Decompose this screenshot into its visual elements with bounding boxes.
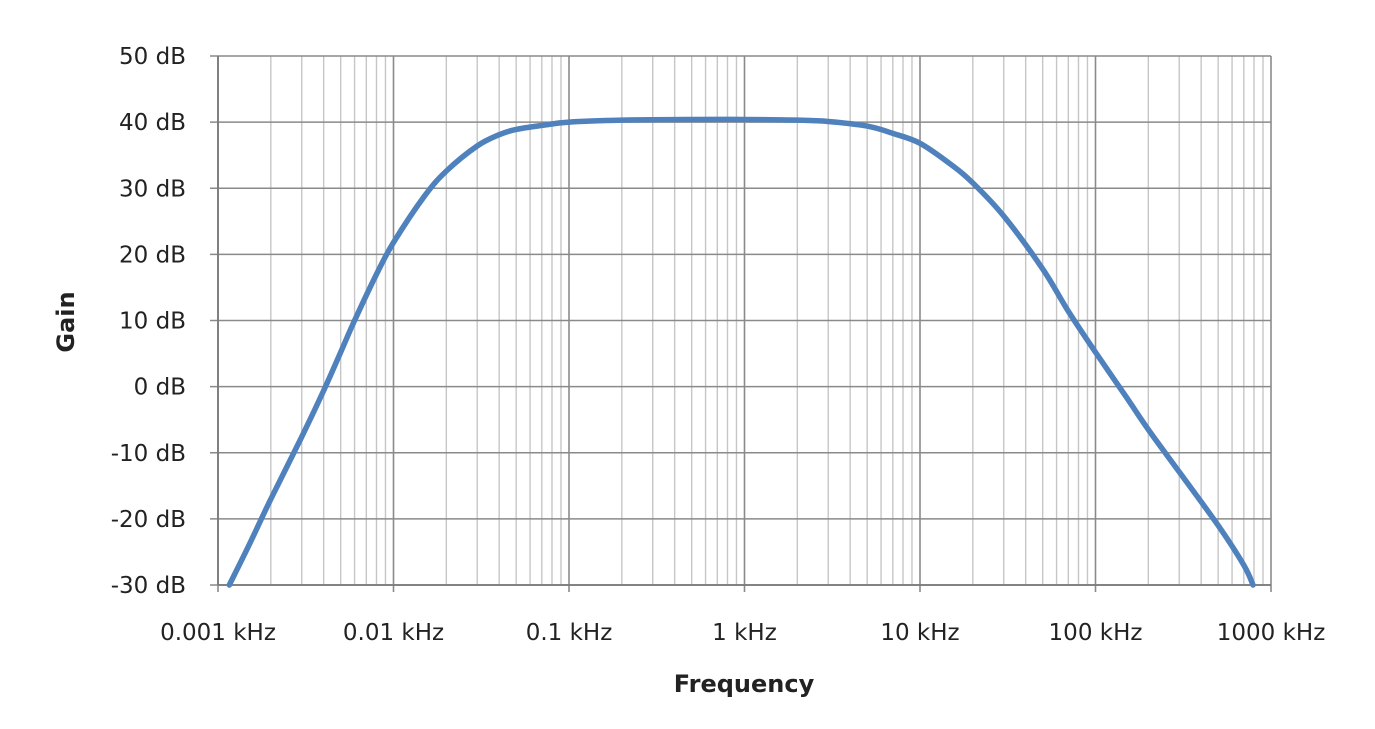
y-tick-label: 50 dB <box>119 44 186 70</box>
y-tick-label: 40 dB <box>119 110 186 136</box>
x-tick-labels: 0.001 kHz 0.01 kHz 0.1 kHz 1 kHz 10 kHz 100 k… <box>160 620 1325 646</box>
x-tick-label: 0.001 kHz <box>160 620 276 646</box>
x-tick-label: 1 kHz <box>712 620 777 646</box>
y-tick-label: -20 dB <box>111 507 186 533</box>
major-gridlines <box>210 55 1272 592</box>
x-tick-label: 0.01 kHz <box>343 620 444 646</box>
x-axis-title: Frequency <box>674 670 815 698</box>
y-tick-label: 20 dB <box>119 242 186 268</box>
x-tick-label: 100 kHz <box>1049 620 1143 646</box>
y-axis-title: Gain <box>52 291 80 352</box>
y-tick-label: -30 dB <box>111 573 186 599</box>
gain-series-line-0 <box>226 116 1256 588</box>
y-tick-label: 30 dB <box>119 176 186 202</box>
series-layer <box>226 116 1256 588</box>
axes <box>217 56 1271 586</box>
y-tick-label: 0 dB <box>134 375 186 401</box>
y-tick-label: -10 dB <box>111 441 186 467</box>
y-tick-labels: 50 dB 40 dB 30 dB 20 dB 10 dB 0 dB -10 dB -20 d… <box>111 44 186 599</box>
x-tick-label: 0.1 kHz <box>526 620 613 646</box>
x-tick-label: 1000 kHz <box>1217 620 1326 646</box>
y-tick-label: 10 dB <box>119 309 186 335</box>
x-tick-label: 10 kHz <box>880 620 959 646</box>
